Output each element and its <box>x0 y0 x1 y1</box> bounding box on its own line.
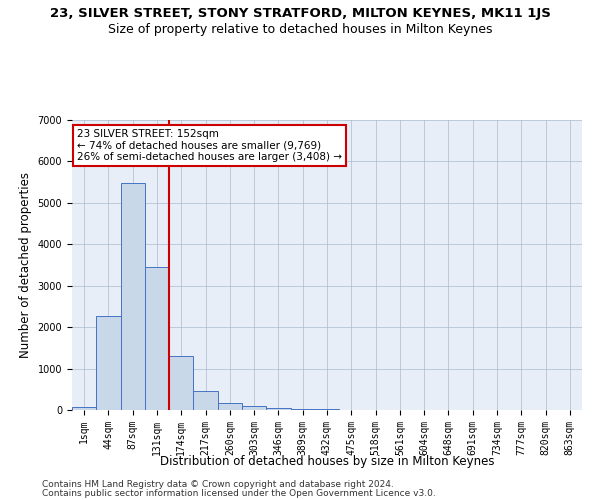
Bar <box>121 183 145 410</box>
Bar <box>145 268 169 410</box>
Bar <box>72 407 96 410</box>
Bar <box>315 409 339 410</box>
Bar <box>242 406 266 410</box>
Bar <box>96 316 121 410</box>
Text: 23, SILVER STREET, STONY STRATFORD, MILTON KEYNES, MK11 1JS: 23, SILVER STREET, STONY STRATFORD, MILT… <box>50 8 550 20</box>
Bar <box>290 408 315 410</box>
Bar <box>218 404 242 410</box>
Text: 23 SILVER STREET: 152sqm
← 74% of detached houses are smaller (9,769)
26% of sem: 23 SILVER STREET: 152sqm ← 74% of detach… <box>77 128 342 162</box>
Bar <box>193 391 218 410</box>
Text: Size of property relative to detached houses in Milton Keynes: Size of property relative to detached ho… <box>108 22 492 36</box>
Y-axis label: Number of detached properties: Number of detached properties <box>19 172 32 358</box>
Text: Distribution of detached houses by size in Milton Keynes: Distribution of detached houses by size … <box>160 454 494 468</box>
Bar <box>266 408 290 410</box>
Text: Contains HM Land Registry data © Crown copyright and database right 2024.: Contains HM Land Registry data © Crown c… <box>42 480 394 489</box>
Text: Contains public sector information licensed under the Open Government Licence v3: Contains public sector information licen… <box>42 488 436 498</box>
Bar <box>169 356 193 410</box>
